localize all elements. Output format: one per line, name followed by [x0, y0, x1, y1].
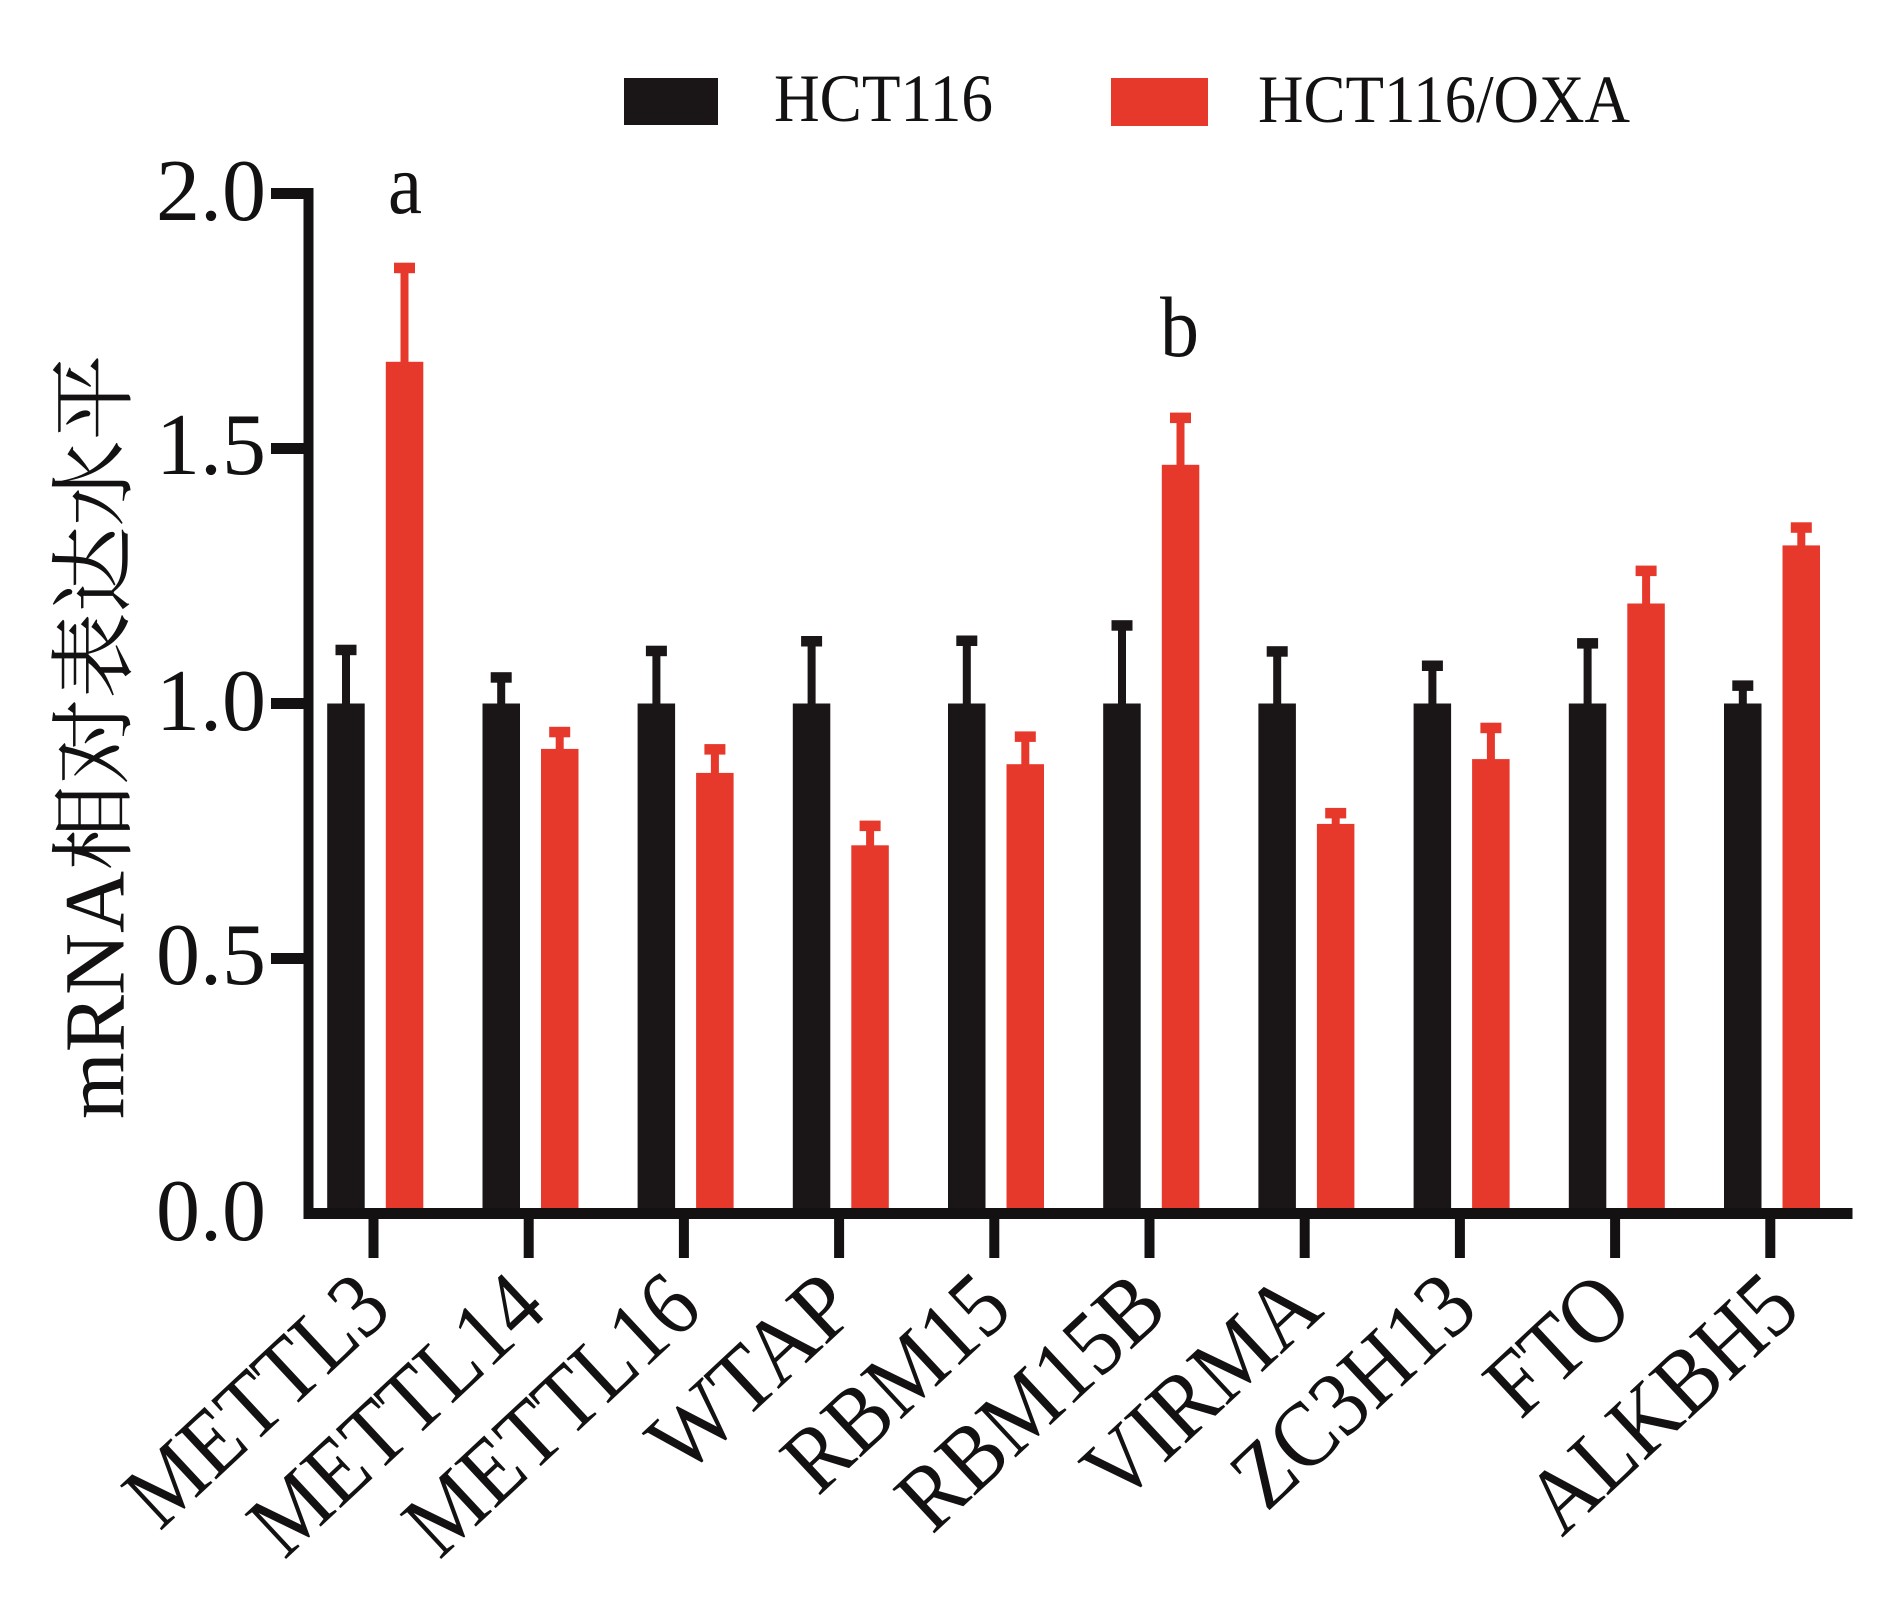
- svg-text:b: b: [1160, 279, 1199, 375]
- svg-text:2.0: 2.0: [156, 143, 266, 240]
- svg-text:0.0: 0.0: [156, 1163, 266, 1260]
- svg-text:mRNA: mRNA: [47, 871, 143, 1119]
- svg-text:HCT116/OXA: HCT116/OXA: [1258, 61, 1630, 137]
- svg-text:HCT116: HCT116: [774, 60, 993, 136]
- svg-text:1.5: 1.5: [156, 397, 266, 494]
- svg-text:a: a: [388, 136, 422, 232]
- svg-text:0.5: 0.5: [156, 907, 266, 1004]
- svg-text:1.0: 1.0: [156, 653, 266, 750]
